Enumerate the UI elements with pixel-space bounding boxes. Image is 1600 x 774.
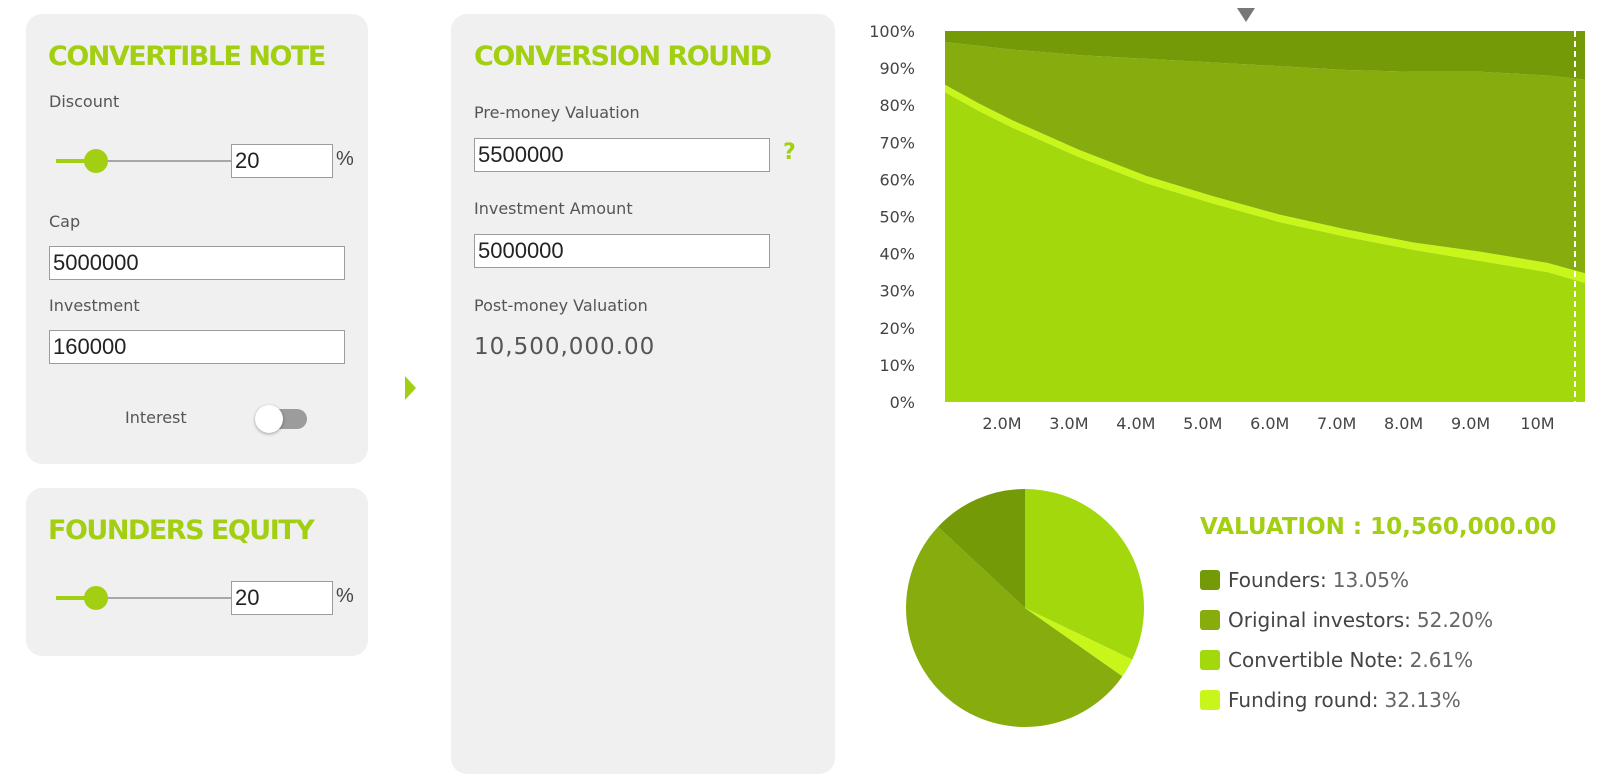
founders-equity-slider-fill	[56, 596, 97, 600]
area-series-group	[945, 31, 1585, 402]
investment-amount-input[interactable]	[474, 234, 770, 268]
legend-name: Founders:	[1228, 568, 1327, 592]
ownership-area-chart: 0% 10% 20% 30% 40% 50% 60% 70% 80% 90% 100% 2.0M 3.…	[869, 22, 1585, 433]
x-tick-label: 5.0M	[1183, 414, 1222, 433]
y-tick-label: 0%	[890, 393, 915, 412]
valuation-title: VALUATION : 10,560,000.00	[1200, 514, 1557, 540]
pie-slice-1	[906, 526, 1123, 727]
y-tick-label: 100%	[869, 22, 915, 41]
pre-money-input[interactable]	[474, 138, 770, 172]
arrow-right-icon	[405, 376, 416, 400]
conversion-round-panel: CONVERSION ROUND Pre-money Valuation ? I…	[451, 14, 835, 774]
convertible-note-panel: CONVERTIBLE NOTE Discount % Cap Investme…	[26, 14, 368, 464]
x-tick-label: 7.0M	[1317, 414, 1356, 433]
conversion-round-title: CONVERSION ROUND	[474, 41, 772, 72]
discount-slider-handle[interactable]	[84, 149, 109, 173]
legend-label: Convertible Note: 2.61%	[1228, 648, 1473, 672]
founders-equity-title: FOUNDERS EQUITY	[48, 515, 315, 546]
x-tick-label: 4.0M	[1116, 414, 1155, 433]
founders-equity-slider-handle[interactable]	[84, 586, 109, 610]
founders-equity-slider[interactable]	[56, 586, 258, 610]
y-tick-label: 40%	[879, 245, 915, 264]
pre-money-label: Pre-money Valuation	[474, 103, 640, 122]
y-axis: 0% 10% 20% 30% 40% 50% 60% 70% 80% 90% 100%	[869, 22, 915, 412]
founders-equity-unit: %	[336, 585, 354, 607]
discount-slider[interactable]	[56, 149, 258, 173]
investment-label: Investment	[49, 296, 140, 315]
x-tick-label: 6.0M	[1250, 414, 1289, 433]
pie-slices-group	[906, 489, 1145, 727]
legend-swatch	[1200, 690, 1220, 710]
legend-swatch	[1200, 610, 1220, 630]
y-tick-label: 20%	[879, 319, 915, 338]
discount-input[interactable]	[231, 144, 333, 178]
legend-value: 13.05%	[1332, 568, 1410, 592]
help-icon[interactable]: ?	[783, 140, 796, 165]
post-money-label: Post-money Valuation	[474, 296, 648, 315]
x-tick-label: 10M	[1520, 414, 1554, 433]
interest-label: Interest	[125, 408, 187, 427]
discount-label: Discount	[49, 92, 120, 111]
x-tick-label: 9.0M	[1451, 414, 1490, 433]
y-tick-label: 60%	[879, 170, 915, 189]
cap-input[interactable]	[49, 246, 345, 280]
post-money-value: 10,500,000.00	[474, 334, 656, 360]
x-tick-label: 2.0M	[982, 414, 1021, 433]
legend-label: Original investors: 52.20%	[1228, 608, 1493, 632]
cap-label: Cap	[49, 212, 81, 231]
interest-toggle-knob[interactable]	[255, 405, 283, 433]
area-series-0	[945, 92, 1585, 402]
y-tick-label: 30%	[879, 282, 915, 301]
legend-label: Funding round: 32.13%	[1228, 688, 1461, 712]
legend-name: Original investors:	[1228, 608, 1411, 632]
x-tick-label: 8.0M	[1384, 414, 1423, 433]
y-tick-label: 50%	[879, 208, 915, 227]
pie-slice-0	[937, 489, 1025, 608]
founders-equity-input[interactable]	[231, 581, 333, 615]
area-series-3	[945, 31, 1585, 80]
legend-name: Convertible Note:	[1228, 648, 1404, 672]
legend-value: 2.61%	[1409, 648, 1474, 672]
interest-toggle[interactable]	[255, 405, 307, 433]
legend-swatch	[1200, 650, 1220, 670]
area-series-1	[945, 84, 1585, 283]
y-tick-label: 80%	[879, 96, 915, 115]
pie-slice-3	[1025, 489, 1145, 660]
pie-slice-2	[1025, 608, 1133, 677]
y-tick-label: 10%	[879, 356, 915, 375]
ownership-pie-chart	[906, 489, 1145, 727]
discount-slider-fill	[56, 159, 97, 163]
legend-name: Funding round:	[1228, 688, 1379, 712]
founders-equity-panel: FOUNDERS EQUITY %	[26, 488, 368, 656]
y-tick-label: 70%	[879, 133, 915, 152]
x-axis: 2.0M 3.0M 4.0M 5.0M 6.0M 7.0M 8.0M 9.0M 10M	[982, 414, 1554, 433]
discount-unit: %	[336, 148, 354, 170]
y-tick-label: 90%	[879, 59, 915, 78]
valuation-pointer-icon[interactable]	[1237, 8, 1256, 22]
legend-value: 52.20%	[1416, 608, 1494, 632]
legend-swatch	[1200, 570, 1220, 590]
x-tick-label: 3.0M	[1049, 414, 1088, 433]
legend-value: 32.13%	[1384, 688, 1461, 712]
investment-input[interactable]	[49, 330, 345, 364]
investment-amount-label: Investment Amount	[474, 199, 633, 218]
legend-label: Founders: 13.05%	[1228, 568, 1409, 592]
convertible-note-title: CONVERTIBLE NOTE	[48, 41, 326, 72]
founders-equity-slider-track	[56, 597, 258, 599]
discount-slider-track	[56, 160, 258, 162]
area-series-2	[945, 42, 1585, 274]
